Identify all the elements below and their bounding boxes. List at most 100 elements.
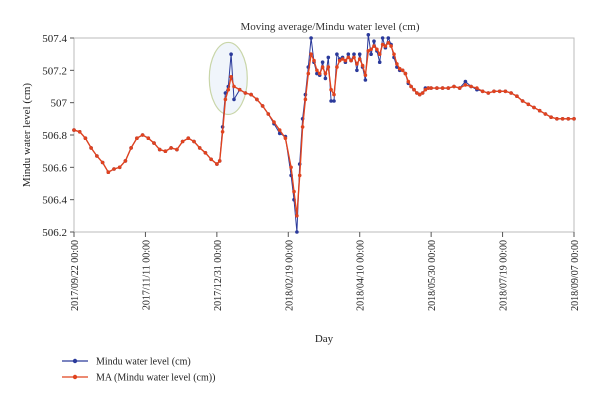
data-point [375,47,379,52]
data-point [323,71,328,76]
data-point [352,52,356,56]
data-point [335,65,339,69]
y-tick-label: 507.2 [42,65,67,77]
x-tick-label: 2017/12/31 00:00 [213,240,224,311]
data-point [112,167,116,171]
data-point [300,125,305,129]
data-point [389,44,393,48]
data-point [237,87,242,92]
data-point [323,76,328,81]
data-point [572,117,576,121]
data-point [349,58,353,63]
data-point [346,52,351,56]
data-point [380,36,385,40]
data-point [440,86,445,90]
x-tick-label: 2018/04/10 00:00 [356,240,367,311]
data-point [429,86,433,90]
data-point [309,52,313,56]
y-tick-label: 507.4 [42,33,67,45]
data-point [423,87,428,92]
x-tick-label: 2018/02/19 00:00 [284,240,295,311]
data-point [360,63,365,68]
data-point [346,55,351,60]
data-point [197,146,202,150]
legend-swatch-marker [72,358,78,364]
data-point [377,52,382,56]
data-point [503,89,508,94]
data-point [366,49,371,53]
series-line [73,41,574,216]
data-point [89,146,93,150]
data-point [203,151,208,155]
data-point [452,84,456,89]
data-point [226,87,231,92]
y-tick-label: 506.8 [42,130,67,142]
data-point [509,91,513,95]
data-point [229,52,233,56]
data-point [400,68,405,73]
data-point [315,71,319,76]
data-point [152,141,156,145]
x-axis-label: Day [315,333,334,345]
data-point [312,58,316,63]
data-point [292,189,296,194]
data-point [409,84,413,89]
data-point [283,136,288,140]
data-point [317,71,322,76]
data-point [315,68,319,73]
data-point [289,165,293,170]
data-point [106,170,111,174]
data-point [72,128,76,132]
data-point [83,136,88,140]
data-point [415,91,419,95]
y-axis: 506.2 506.4 506.6 506.8 507 507.2 507.4 [42,33,74,239]
data-point [426,86,431,90]
data-point [363,73,368,77]
data-point [352,55,356,60]
x-tick-label: 2018/05/30 00:00 [427,240,438,311]
data-point [163,149,168,153]
data-point [446,86,451,90]
data-point [395,62,399,66]
data-point [123,159,128,163]
y-axis-label: Mindu water level (cm) [21,83,33,187]
chart-title: Moving average/Mindu water level (cm) [241,21,420,33]
data-point [332,92,336,97]
data-point [492,89,496,94]
data-point [95,154,99,158]
data-point [457,86,462,90]
series-line [73,34,574,233]
data-point [340,57,345,61]
data-point [355,68,359,73]
annotation-layer [208,41,248,116]
data-point [343,58,348,63]
data-point [537,108,542,113]
data-point [469,84,473,89]
data-point [272,120,276,124]
data-point [412,87,416,92]
data-point [380,42,385,47]
data-point [77,130,82,134]
data-point [243,91,248,95]
legend-swatch-marker [72,374,78,380]
data-point [135,136,139,140]
data-point [320,60,325,64]
data-point [255,97,259,102]
data-point [215,162,219,166]
x-tick-label: 2017/09/22 00:00 [70,240,81,311]
data-point [420,91,425,95]
x-tick-label: 2017/11/11 00:00 [141,240,152,310]
data-point [480,89,485,94]
data-point [337,58,342,63]
data-point [146,136,151,140]
data-point [129,146,133,150]
legend-label: MA (Mindu water level (cm)) [96,373,215,384]
x-axis: 2017/09/22 00:00 2017/11/11 00:00 2017/12/… [70,232,581,311]
data-point [357,57,362,61]
data-point [117,165,122,170]
data-point [140,133,145,137]
series-layer [72,33,576,234]
data-point [297,173,302,178]
data-point [543,112,548,116]
legend-label: Mindu water level (cm) [96,357,191,368]
